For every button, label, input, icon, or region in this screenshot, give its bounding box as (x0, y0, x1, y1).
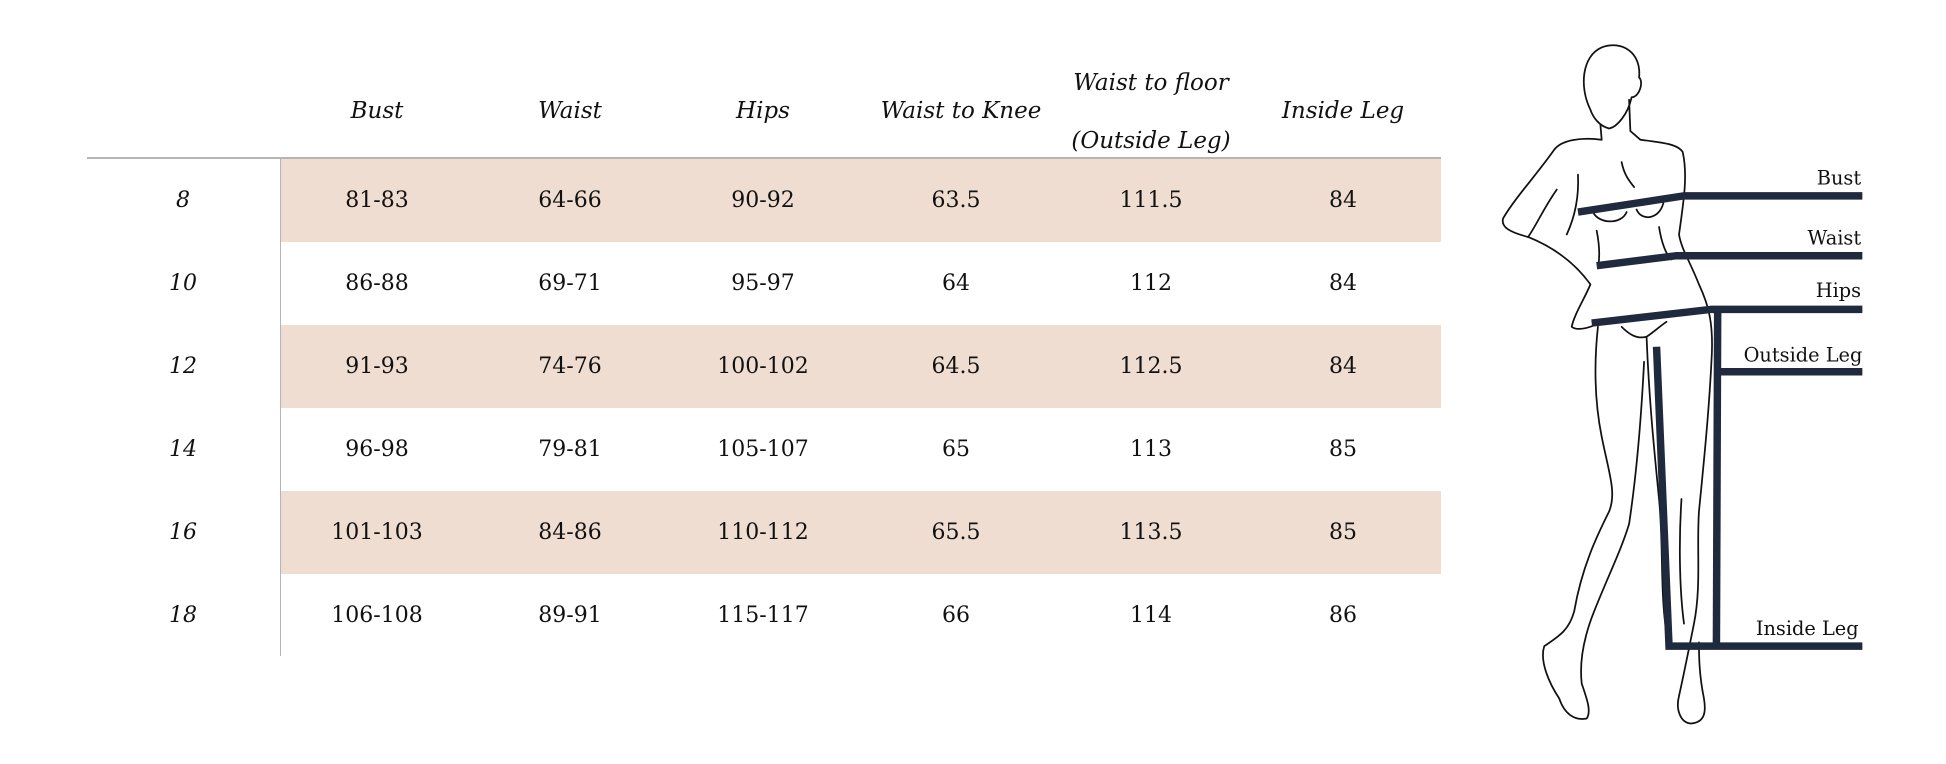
table-cell: 84 (1329, 354, 1357, 379)
table-cell: 105-107 (717, 437, 809, 462)
size-cell: 8 (176, 188, 190, 213)
table-row: 14 96-98 79-81 105-107 65 113 85 (0, 408, 1441, 491)
label-inside-leg: Inside Leg (1756, 617, 1859, 640)
table-cell: 101-103 (331, 520, 423, 545)
left-leg-outline (1542, 325, 1645, 720)
size-cell: 18 (169, 603, 197, 628)
inside-leg-line (1652, 346, 1863, 650)
header-inside-leg: Inside Leg (1281, 98, 1405, 124)
size-column-divider (280, 158, 281, 656)
table-cell: 84 (1329, 188, 1357, 213)
size-cell: 14 (169, 437, 197, 462)
table-row: 12 91-93 74-76 100-102 64.5 112.5 84 (0, 325, 1441, 408)
table-row: 8 81-83 64-66 90-92 63.5 111.5 84 (0, 159, 1441, 242)
table-cell: 65.5 (931, 520, 981, 545)
label-outside-leg: Outside Leg (1744, 344, 1863, 367)
waist-line (1596, 251, 1863, 270)
label-waist: Waist (1808, 226, 1862, 249)
table-cell: 65 (942, 437, 970, 462)
left-torso-outline (1527, 173, 1580, 238)
bust-outline (1592, 161, 1665, 223)
row-background (281, 325, 1441, 408)
table-cell: 90-92 (731, 188, 795, 213)
table-cell: 64 (942, 271, 970, 296)
table-cell: 69-71 (538, 271, 602, 296)
row-background (281, 159, 1441, 242)
head-outline (1583, 44, 1642, 130)
header-waist-to-knee: Waist to Knee (880, 98, 1042, 124)
table-cell: 84-86 (538, 520, 602, 545)
left-arm-outline (1501, 137, 1603, 330)
hips-line (1591, 305, 1863, 327)
table-cell: 115-117 (717, 603, 809, 628)
table-row: 18 106-108 89-91 115-117 66 114 86 (0, 574, 1441, 657)
table-cell: 110-112 (717, 520, 809, 545)
table-cell: 112.5 (1119, 354, 1183, 379)
table-cell: 114 (1130, 603, 1172, 628)
table-cell: 95-97 (731, 271, 795, 296)
inner-leg-outline (1645, 335, 1685, 650)
label-bust: Bust (1817, 167, 1862, 190)
size-cell: 10 (169, 271, 197, 296)
label-hips: Hips (1816, 279, 1861, 302)
table-cell: 96-98 (345, 437, 409, 462)
table-cell: 113.5 (1119, 520, 1183, 545)
crotch-outline (1620, 320, 1668, 339)
table-cell: 100-102 (717, 354, 809, 379)
table-cell: 64-66 (538, 188, 602, 213)
table-cell: 89-91 (538, 603, 602, 628)
header-divider (87, 157, 1441, 159)
table-cell: 74-76 (538, 354, 602, 379)
table-cell: 85 (1329, 520, 1357, 545)
outside-leg-line (1712, 311, 1722, 647)
table-cell: 84 (1329, 271, 1357, 296)
header-bust: Bust (350, 98, 404, 124)
header-hips: Hips (736, 98, 790, 124)
header-outside-leg: (Outside Leg) (1071, 128, 1231, 154)
neck-outline (1599, 98, 1642, 141)
table-cell: 63.5 (931, 188, 981, 213)
table-cell: 64.5 (931, 354, 981, 379)
header-waist-to-floor: Waist to floor (1073, 70, 1229, 96)
size-cell: 16 (169, 520, 197, 545)
table-cell: 111.5 (1119, 188, 1183, 213)
measurement-lines (1577, 192, 1863, 650)
bust-line (1577, 192, 1863, 216)
table-cell: 81-83 (345, 188, 409, 213)
table-cell: 112 (1130, 271, 1172, 296)
table-cell: 91-93 (345, 354, 409, 379)
table-cell: 79-81 (538, 437, 602, 462)
size-cell: 12 (169, 354, 197, 379)
body-outline (1501, 44, 1713, 725)
table-cell: 113 (1130, 437, 1172, 462)
table-cell: 86-88 (345, 271, 409, 296)
table-row: 10 86-88 69-71 95-97 64 112 84 (0, 242, 1441, 325)
table-row: 16 101-103 84-86 110-112 65.5 113.5 85 (0, 491, 1441, 574)
table-cell: 106-108 (331, 603, 423, 628)
table-cell: 86 (1329, 603, 1357, 628)
table-cell: 66 (942, 603, 970, 628)
header-waist: Waist (538, 98, 602, 124)
table-cell: 85 (1329, 437, 1357, 462)
right-torso-outline (1639, 138, 1713, 725)
row-background (281, 491, 1441, 574)
